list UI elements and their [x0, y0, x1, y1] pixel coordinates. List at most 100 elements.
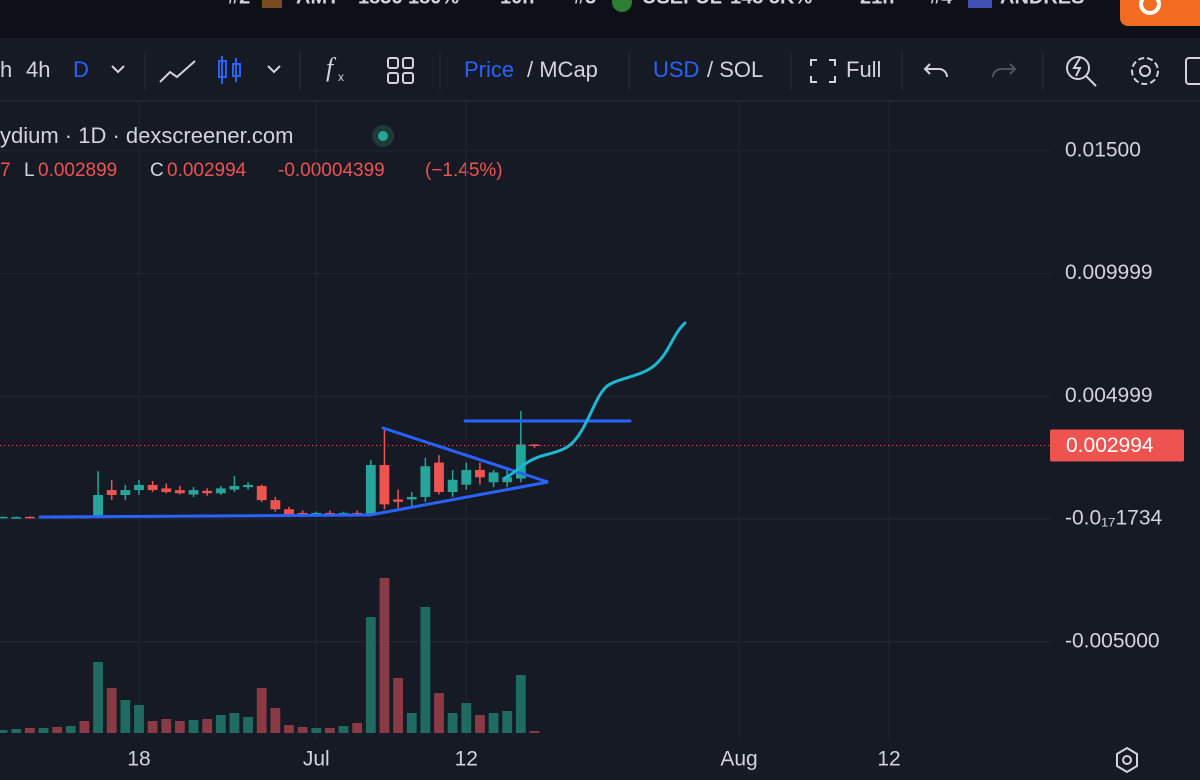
interval[interactable]: 4h	[26, 57, 50, 82]
candle-body	[0, 516, 8, 519]
drawings	[38, 321, 687, 519]
chevron[interactable]	[267, 65, 281, 74]
legend-change: -0.00004399	[278, 160, 385, 181]
volume-bar	[174, 721, 185, 733]
fullscreen-icon[interactable]	[810, 59, 836, 83]
candle-body	[134, 484, 144, 491]
legend-label: L	[24, 160, 35, 181]
volume-bar	[24, 728, 35, 733]
token-age: 21h	[860, 0, 894, 8]
candle-body	[461, 469, 472, 485]
triangle	[368, 426, 549, 517]
toolbar: h 4h D f x Price / MCap USD / SOL Full	[0, 52, 1200, 102]
indicator-icon: x	[338, 70, 344, 84]
volume-bar	[515, 675, 526, 733]
legend-title: ydium · 1D · dexscreener.com	[0, 123, 293, 148]
last-price-label: 0.002994	[1066, 434, 1154, 457]
price-toggle[interactable]: Price	[464, 57, 514, 82]
candle-body	[475, 469, 485, 478]
volume-bar	[93, 662, 103, 733]
volume-bar	[188, 720, 199, 733]
token-icon	[968, 0, 992, 8]
panel-icon[interactable]	[1185, 57, 1200, 85]
candle-body	[447, 479, 458, 493]
candle-body	[120, 490, 131, 495]
y-tick-label: 0.009999	[1065, 261, 1153, 284]
volume-bar	[0, 730, 8, 733]
fullscreen[interactable]: Full	[846, 57, 881, 82]
volume-bar	[106, 688, 117, 733]
interval-active[interactable]: D	[73, 57, 89, 82]
candle-body	[174, 490, 185, 494]
x-tick-label: Aug	[720, 748, 757, 771]
token-name: AMT	[296, 0, 339, 8]
volume-bar	[65, 726, 76, 733]
volume-bar	[161, 719, 172, 733]
candle-body	[229, 485, 240, 490]
token-stats: 1836 180%	[358, 0, 459, 8]
rank: #3	[574, 0, 596, 8]
volume-bar	[338, 726, 349, 733]
volume-bar	[393, 678, 404, 733]
candle-body	[488, 472, 499, 483]
sol-toggle[interactable]: / SOL	[707, 57, 763, 82]
candle-body	[11, 517, 22, 519]
legend-low: 0.002899	[38, 160, 117, 181]
candle-body	[515, 444, 526, 479]
interval: h	[0, 57, 12, 82]
token-name: ANDRES	[1000, 0, 1084, 8]
usd-toggle[interactable]: USD	[653, 57, 699, 82]
token-icon	[612, 0, 632, 12]
volume-bar	[461, 703, 472, 733]
layout-icon[interactable]	[387, 57, 414, 84]
volume-bar	[229, 713, 240, 733]
y-tick-label: -0.0₁₇1734	[1065, 507, 1163, 530]
volume-bar	[243, 717, 253, 733]
candle-body	[393, 499, 404, 502]
ticker: #2 AMT 1836 180% 10h #3 USEFUL 148 5K% 2…	[228, 0, 1084, 12]
candle-body	[188, 490, 199, 495]
volume-bar	[38, 728, 49, 733]
volume-bar	[502, 711, 513, 733]
volume-bar	[365, 617, 376, 733]
axis-settings[interactable]	[1116, 746, 1138, 774]
volume-bar	[434, 693, 444, 733]
candle-icon[interactable]	[218, 56, 241, 84]
volume-bar	[379, 578, 390, 733]
volume-bar	[147, 721, 158, 733]
last-price-box	[1050, 429, 1184, 462]
button-icon	[1139, 0, 1161, 15]
volume-bar	[420, 607, 431, 733]
volume-bar	[529, 731, 540, 733]
volume-bar	[11, 729, 22, 733]
legend-change-pct: (−1.45%)	[425, 160, 503, 181]
alert-icon[interactable]	[1066, 56, 1097, 87]
volume-bar	[120, 700, 131, 733]
y-tick-label: -0.005000	[1065, 629, 1160, 652]
candle-body	[202, 490, 213, 494]
volume-bar	[406, 713, 417, 733]
candle-body	[243, 484, 253, 488]
line-icon[interactable]	[159, 60, 196, 83]
legend-open: 7	[0, 160, 11, 181]
volume-bar	[488, 713, 499, 733]
mcap-toggle[interactable]: / MCap	[527, 57, 598, 82]
volume-bar	[475, 715, 485, 733]
volume-bar	[270, 708, 281, 733]
candle-body	[215, 488, 226, 494]
token-icon	[262, 0, 282, 8]
legend-close: 0.002994	[167, 160, 247, 181]
undo[interactable]	[923, 63, 948, 78]
settings-icon[interactable]	[1131, 57, 1159, 85]
volume-bar	[52, 727, 63, 733]
candle-body	[106, 490, 117, 495]
indicator-icon[interactable]: f	[326, 53, 337, 82]
redo[interactable]	[992, 63, 1017, 78]
candle-body	[147, 484, 158, 491]
legend-label: C	[150, 160, 164, 181]
x-tick-label: 18	[127, 748, 150, 771]
chevron[interactable]	[111, 65, 125, 74]
